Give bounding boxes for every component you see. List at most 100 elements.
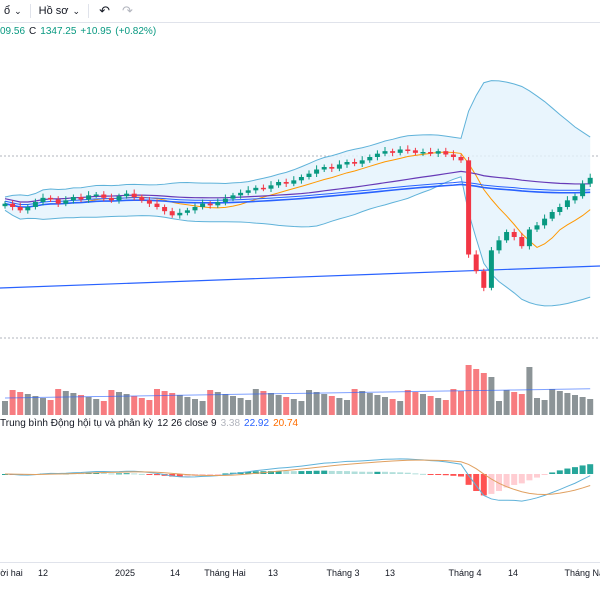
macd-line-value: 22.92 xyxy=(244,418,270,429)
macd-pane[interactable] xyxy=(0,432,600,562)
volume-bar xyxy=(336,398,343,415)
macd-histogram-bar xyxy=(526,474,533,481)
volume-bar xyxy=(541,400,548,415)
macd-histogram-bar xyxy=(359,471,366,474)
volume-bar xyxy=(351,389,358,415)
candle-body xyxy=(283,182,289,184)
volume-bar xyxy=(473,369,480,415)
volume-bar xyxy=(480,373,487,415)
candle-body xyxy=(55,199,61,204)
macd-histogram-bar xyxy=(146,474,153,475)
chevron-down-icon: ⌄ xyxy=(14,5,22,16)
candle-body xyxy=(169,211,175,216)
time-axis-label: Tháng 3 xyxy=(326,568,360,578)
candle-body xyxy=(534,225,540,230)
candle-body xyxy=(78,197,84,200)
volume-bar xyxy=(108,390,115,415)
volume-bar xyxy=(245,400,252,415)
candle-body xyxy=(184,210,190,213)
macd-histogram-bar xyxy=(427,474,434,475)
candle-body xyxy=(390,151,396,153)
toolbar-dropdown-left[interactable]: ổ ⌄ xyxy=(0,0,26,22)
macd-histogram-bar xyxy=(93,472,100,474)
volume-bar xyxy=(359,391,366,415)
price-chart-pane[interactable] xyxy=(0,22,600,362)
candle-body xyxy=(177,212,183,216)
candle-body xyxy=(116,196,122,201)
candle-body xyxy=(564,200,570,207)
macd-histogram-bar xyxy=(549,472,556,474)
macd-legend: Trung bình Động hội tụ và phân kỳ 12 26 c… xyxy=(0,418,302,429)
candle-body xyxy=(374,153,380,157)
macd-histogram-value: 3.38 xyxy=(220,418,241,429)
profile-dropdown[interactable]: Hồ sơ ⌄ xyxy=(35,0,84,22)
ma-blue-line xyxy=(4,183,591,208)
candle-body xyxy=(519,237,525,247)
macd-histogram-bar xyxy=(420,473,426,475)
volume-bar xyxy=(328,396,335,415)
macd-histogram-bar xyxy=(313,470,320,474)
ohlc-close-value: 1347.25 xyxy=(40,26,77,37)
candle-body xyxy=(260,187,266,190)
volume-bar xyxy=(47,400,54,415)
candle-body xyxy=(93,194,99,196)
toolbar-divider xyxy=(29,4,31,18)
macd-histogram-bar xyxy=(169,474,176,477)
candle-body xyxy=(32,202,38,207)
time-axis-label: rời hai xyxy=(0,568,23,578)
volume-bar xyxy=(458,391,464,415)
candle-body xyxy=(587,177,593,184)
candle-body xyxy=(458,157,464,161)
macd-histogram-bar xyxy=(252,471,259,474)
candle-body xyxy=(450,154,456,157)
time-axis[interactable]: rời hai 12 2025 14 Tháng Hai 13 Tháng 3 13 Tháng… xyxy=(0,562,600,587)
macd-histogram-bar xyxy=(572,467,578,474)
candle-body xyxy=(70,197,76,201)
candle-body xyxy=(162,207,168,212)
undo-arrow-icon[interactable]: ↶ xyxy=(99,3,110,18)
toolbar-dropdown-left-label: ổ xyxy=(4,5,11,17)
time-axis-label: 13 xyxy=(267,568,279,578)
ohlc-close-label: C xyxy=(29,26,37,37)
volume-bar xyxy=(465,365,472,415)
volume-bar xyxy=(344,400,350,415)
macd-histogram-bar xyxy=(450,474,457,476)
volume-bar xyxy=(93,399,100,415)
time-axis-label: 14 xyxy=(169,568,181,578)
candle-body xyxy=(488,250,494,288)
macd-histogram-bar xyxy=(473,474,480,491)
volume-bar xyxy=(412,392,419,415)
volume-pane xyxy=(2,365,594,415)
volume-bar xyxy=(397,401,404,415)
volume-bar xyxy=(199,401,206,415)
time-axis-label: Tháng 4 xyxy=(448,568,482,578)
candle-body xyxy=(253,187,259,191)
candle-body xyxy=(245,190,251,193)
candle-body xyxy=(397,149,403,153)
profile-dropdown-label: Hồ sơ xyxy=(38,5,69,17)
candle-body xyxy=(344,162,350,165)
volume-bar xyxy=(435,398,442,415)
volume-bar xyxy=(442,400,449,415)
candle-body xyxy=(420,152,426,154)
candle-body xyxy=(306,173,312,177)
redo-arrow-icon[interactable]: ↷ xyxy=(121,3,133,18)
volume-bar xyxy=(496,401,502,415)
macd-histogram-bar xyxy=(518,474,525,484)
candle-body xyxy=(298,177,304,181)
macd-histogram-bar xyxy=(412,473,419,475)
macd-histogram-bar xyxy=(328,470,335,474)
macd-histogram-bar xyxy=(541,474,548,475)
volume-bar xyxy=(161,391,168,415)
candle-body xyxy=(207,203,213,206)
macd-histogram-bar xyxy=(511,474,518,485)
candle-body xyxy=(359,160,365,164)
macd-histogram-bar xyxy=(321,470,328,474)
macd-histogram-bar xyxy=(344,471,350,474)
volume-bar xyxy=(192,399,198,415)
time-axis-label: 12 xyxy=(37,568,49,578)
candle-body xyxy=(200,203,206,207)
candle-body xyxy=(238,192,244,196)
volume-bar xyxy=(207,390,214,415)
volume-bar xyxy=(306,390,312,415)
